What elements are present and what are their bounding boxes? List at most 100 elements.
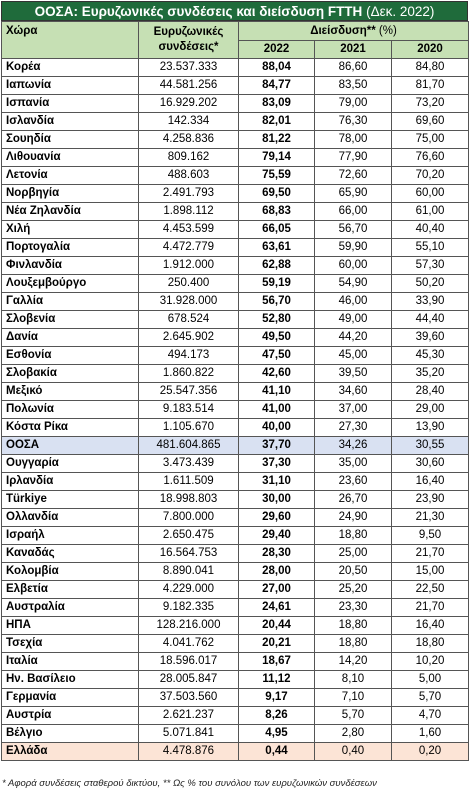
table-row: Νέα Ζηλανδία 1.898.112 68,83 66,00 61,00 xyxy=(1,202,470,221)
value-cell: 13,90 xyxy=(390,418,470,437)
country-cell: Ισραήλ xyxy=(1,526,139,545)
header-row: Χώρα Ευρυζωνικές συνδέσεις* Διείσδυση** … xyxy=(1,21,470,59)
value-cell: 1.898.112 xyxy=(138,202,239,221)
value-cell: 83,50 xyxy=(314,76,392,95)
value-cell: 55,10 xyxy=(390,238,470,257)
country-cell: ΟΟΣΑ xyxy=(1,436,139,455)
value-cell: 41,10 xyxy=(238,382,315,401)
value-cell: 44,40 xyxy=(390,310,470,329)
value-cell: 809.162 xyxy=(138,148,239,167)
value-cell: 69,60 xyxy=(390,112,470,131)
value-cell: 21,70 xyxy=(390,544,470,563)
value-cell: 18.596.017 xyxy=(138,652,239,671)
value-cell: 73,20 xyxy=(390,94,470,113)
value-cell: 16,40 xyxy=(390,472,470,491)
value-cell: 2.645.902 xyxy=(138,328,239,347)
value-cell: 4,95 xyxy=(238,724,315,743)
country-cell: Μεξικό xyxy=(1,382,139,401)
value-cell: 28.005.847 xyxy=(138,670,239,689)
table-row: Türkiye 18.998.803 30,00 26,70 23,90 xyxy=(1,490,470,509)
country-cell: Πολωνία xyxy=(1,400,139,419)
value-cell: 40,40 xyxy=(390,220,470,239)
country-cell: Ισλανδία xyxy=(1,112,139,131)
value-cell: 61,00 xyxy=(390,202,470,221)
title: ΟΟΣΑ: Ευρυζωνικές συνδέσεις και διείσδυσ… xyxy=(34,4,363,19)
country-cell: ΗΠΑ xyxy=(1,616,139,635)
country-cell: Νέα Ζηλανδία xyxy=(1,202,139,221)
value-cell: 2,80 xyxy=(314,724,392,743)
table-row: Ιαπωνία 44.581.256 84,77 83,50 81,70 xyxy=(1,76,470,95)
table-row: Ισραήλ 2.650.475 29,40 18,80 9,50 xyxy=(1,526,470,545)
value-cell: 7.800.000 xyxy=(138,508,239,527)
value-cell: 28,30 xyxy=(238,544,315,563)
value-cell: 45,00 xyxy=(314,346,392,365)
value-cell: 30,55 xyxy=(390,436,470,455)
value-cell: 10,20 xyxy=(390,652,470,671)
value-cell: 57,30 xyxy=(390,256,470,275)
country-cell: Σλοβενία xyxy=(1,310,139,329)
value-cell: 28,00 xyxy=(238,562,315,581)
value-cell: 75,00 xyxy=(390,130,470,149)
country-cell: Νορβηγία xyxy=(1,184,139,203)
table-row: Πολωνία 9.183.514 41,00 37,00 29,00 xyxy=(1,400,470,419)
table-row: Μεξικό 25.547.356 41,10 34,60 28,40 xyxy=(1,382,470,401)
value-cell: 60,00 xyxy=(390,184,470,203)
value-cell: 18,80 xyxy=(314,616,392,635)
value-cell: 1.105.670 xyxy=(138,418,239,437)
value-cell: 23.537.333 xyxy=(138,58,239,77)
value-cell: 481.604.865 xyxy=(138,436,239,455)
value-cell: 56,70 xyxy=(238,292,315,311)
table-row: Ην. Βασίλειο 28.005.847 11,12 8,10 5,00 xyxy=(1,670,470,689)
value-cell: 5,70 xyxy=(390,688,470,707)
value-cell: 39,60 xyxy=(390,328,470,347)
value-cell: 8.890.041 xyxy=(138,562,239,581)
value-cell: 30,00 xyxy=(238,490,315,509)
header-year: 2021 xyxy=(314,40,392,59)
value-cell: 29,00 xyxy=(390,400,470,419)
value-cell: 42,60 xyxy=(238,364,315,383)
value-cell: 5,70 xyxy=(314,706,392,725)
country-cell: Ισπανία xyxy=(1,94,139,113)
table-row: Γαλλία 31.928.000 56,70 46,00 33,90 xyxy=(1,292,470,311)
value-cell: 3.473.439 xyxy=(138,454,239,473)
value-cell: 4.258.836 xyxy=(138,130,239,149)
table-body: Κορέα 23.537.333 88,04 86,60 84,80 Ιαπωνία 44.… xyxy=(1,58,470,761)
value-cell: 46,00 xyxy=(314,292,392,311)
value-cell: 76,30 xyxy=(314,112,392,131)
country-cell: Τσεχία xyxy=(1,634,139,653)
value-cell: 54,90 xyxy=(314,274,392,293)
value-cell: 2.650.475 xyxy=(138,526,239,545)
table-row: Σλοβακία 1.860.822 42,60 39,50 35,20 xyxy=(1,364,470,383)
country-cell: Κορέα xyxy=(1,58,139,77)
value-cell: 22,50 xyxy=(390,580,470,599)
value-cell: 65,90 xyxy=(314,184,392,203)
value-cell: 28,40 xyxy=(390,382,470,401)
value-cell: 69,50 xyxy=(238,184,315,203)
value-cell: 1.611.509 xyxy=(138,472,239,491)
value-cell: 23,60 xyxy=(314,472,392,491)
value-cell: 9,50 xyxy=(390,526,470,545)
country-cell: Χιλή xyxy=(1,220,139,239)
value-cell: 37,00 xyxy=(314,400,392,419)
value-cell: 41,00 xyxy=(238,400,315,419)
value-cell: 33,90 xyxy=(390,292,470,311)
value-cell: 21,30 xyxy=(390,508,470,527)
value-cell: 34,60 xyxy=(314,382,392,401)
data-table: Χώρα Ευρυζωνικές συνδέσεις* Διείσδυση** … xyxy=(1,21,470,761)
country-cell: Ουγγαρία xyxy=(1,454,139,473)
value-cell: 4.453.599 xyxy=(138,220,239,239)
value-cell: 4.478.876 xyxy=(138,742,239,761)
value-cell: 18,80 xyxy=(314,526,392,545)
header-penetration-unit: (%) xyxy=(378,25,397,37)
value-cell: 24,90 xyxy=(314,508,392,527)
table-row: Κορέα 23.537.333 88,04 86,60 84,80 xyxy=(1,58,470,77)
country-cell: Ιταλία xyxy=(1,652,139,671)
table-row: Κολομβία 8.890.041 28,00 20,50 15,00 xyxy=(1,562,470,581)
value-cell: 37.503.560 xyxy=(138,688,239,707)
table-row: Χιλή 4.453.599 66,05 56,70 40,40 xyxy=(1,220,470,239)
value-cell: 30,60 xyxy=(390,454,470,473)
value-cell: 16.564.753 xyxy=(138,544,239,563)
value-cell: 4.229.000 xyxy=(138,580,239,599)
value-cell: 20,21 xyxy=(238,634,315,653)
header-penetration: Διείσδυση** (%) xyxy=(237,21,470,41)
